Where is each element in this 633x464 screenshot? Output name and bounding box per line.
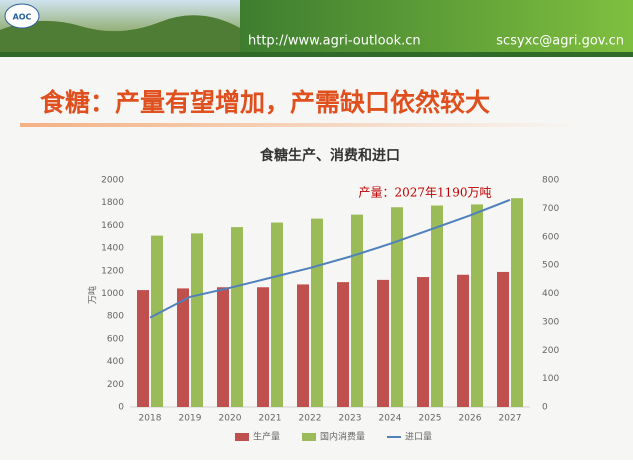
- header-email: scsyxc@agri.gov.cn: [496, 34, 624, 49]
- bar: [151, 235, 163, 407]
- legend-swatch: [235, 433, 249, 441]
- x-tick-label: 2020: [219, 414, 242, 424]
- bar: [431, 205, 443, 407]
- y-tick-label: 0: [118, 403, 124, 413]
- y2-tick-label: 500: [542, 261, 559, 271]
- x-tick-label: 2024: [379, 414, 402, 424]
- bar: [191, 233, 203, 407]
- bar: [511, 198, 523, 407]
- bar: [471, 204, 483, 407]
- logo: AOC: [13, 13, 32, 22]
- x-tick-label: 2023: [339, 414, 362, 424]
- y2-tick-label: 100: [542, 374, 559, 384]
- y2-tick-label: 0: [542, 403, 548, 413]
- legend-label: 国内消费量: [320, 431, 365, 443]
- bar: [337, 282, 349, 407]
- bar: [457, 274, 469, 407]
- bar: [497, 271, 509, 407]
- y-axis-label: 万吨: [87, 286, 99, 304]
- y2-tick-label: 300: [542, 317, 559, 327]
- bar: [391, 207, 403, 407]
- y2-tick-label: 800: [542, 176, 559, 186]
- bar: [137, 290, 149, 407]
- line: [149, 198, 511, 319]
- x-tick-label: 2021: [259, 414, 282, 424]
- legend-swatch: [302, 433, 317, 441]
- bar: [311, 218, 323, 407]
- y-tick-label: 1200: [101, 266, 124, 276]
- y-tick-label: 1000: [101, 289, 124, 299]
- slide-title: 食糖：产量有望增加，产需缺口依然较大: [40, 88, 490, 117]
- x-tick-label: 2025: [419, 414, 442, 424]
- y-tick-label: 600: [107, 334, 124, 344]
- x-tick-label: 2027: [499, 414, 522, 424]
- y2-tick-label: 200: [542, 346, 559, 356]
- y-tick-label: 200: [107, 380, 124, 390]
- x-tick-label: 2019: [179, 414, 202, 424]
- title-underline: [20, 123, 580, 127]
- y-tick-label: 2000: [101, 176, 124, 186]
- y-tick-label: 800: [107, 312, 124, 322]
- y-tick-label: 1800: [101, 198, 124, 208]
- bar: [177, 288, 189, 407]
- bar: [271, 222, 283, 407]
- y2-tick-label: 400: [542, 289, 559, 299]
- legend-label: 进口量: [405, 432, 432, 443]
- bar: [417, 277, 429, 407]
- x-tick-label: 2018: [139, 414, 162, 424]
- y-tick-label: 400: [107, 357, 124, 367]
- annotation: 产量：2027年1190万吨: [358, 186, 491, 200]
- header-url: http://www.agri-outlook.cn: [248, 34, 421, 49]
- header-rule: [0, 52, 633, 57]
- chart-title: 食糖生产、消费和进口: [260, 147, 400, 164]
- x-tick-label: 2026: [459, 414, 482, 424]
- bar: [351, 214, 363, 407]
- bar: [377, 279, 389, 407]
- y-tick-label: 1600: [101, 221, 124, 231]
- header-bar: [240, 0, 633, 52]
- bar: [231, 227, 243, 407]
- bar: [297, 284, 309, 407]
- y-tick-label: 1400: [101, 244, 124, 254]
- bar: [217, 287, 229, 407]
- legend-label: 生产量: [253, 431, 280, 443]
- header-hills: [0, 15, 240, 53]
- x-tick-label: 2022: [299, 414, 322, 424]
- y2-tick-label: 700: [542, 204, 559, 214]
- y2-tick-label: 600: [542, 232, 559, 242]
- bar: [257, 287, 269, 407]
- logo-badge: [4, 3, 40, 29]
